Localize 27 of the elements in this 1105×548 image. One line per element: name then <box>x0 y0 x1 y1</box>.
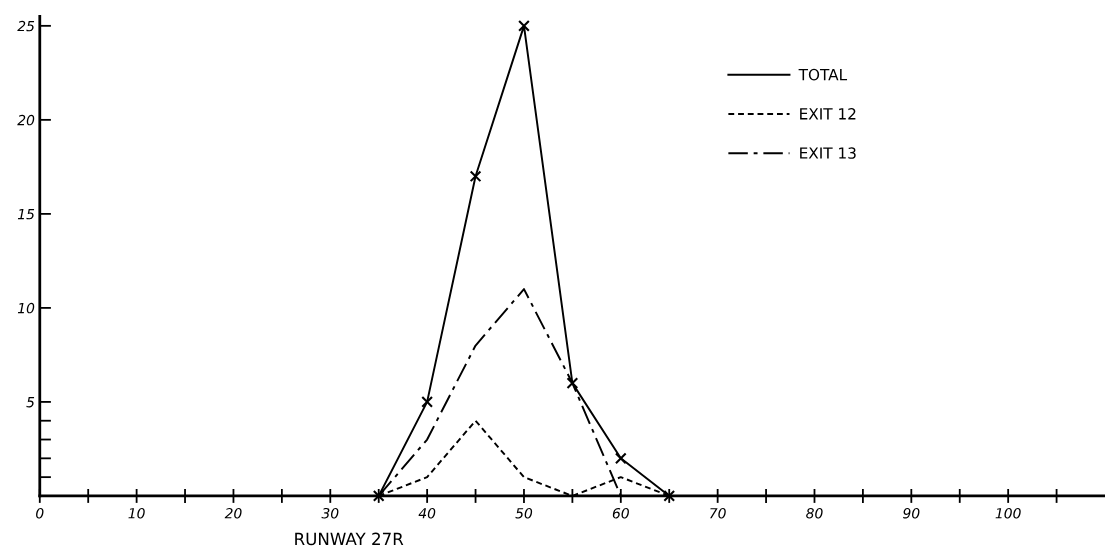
x-tick-label: 30 <box>321 507 339 519</box>
x-tick-label: 90 <box>903 507 920 519</box>
point <box>663 490 676 502</box>
x-axis-title: RUNWAY 27R <box>295 532 404 546</box>
x-tick-label: 20 <box>224 507 242 519</box>
point <box>469 170 482 183</box>
x-tick-label: 100 <box>995 507 1021 519</box>
y-tick-label: 20 <box>17 114 35 126</box>
x-tick-label: 0 <box>36 507 44 519</box>
x-tick-label: 70 <box>710 507 726 519</box>
point <box>372 490 385 502</box>
point <box>566 377 579 390</box>
point <box>421 396 434 408</box>
y-tick-label: 15 <box>17 209 35 220</box>
y-tick-label: 10 <box>17 302 35 314</box>
x-tick-label: 50 <box>515 507 533 519</box>
legend-label: EXIT 12 <box>800 108 856 120</box>
x-tick-label: 40 <box>418 507 436 519</box>
x-tick-label: 60 <box>612 507 629 519</box>
x-tick-label: 10 <box>128 507 145 519</box>
point <box>614 452 627 465</box>
x-tick-label: 80 <box>806 507 823 519</box>
legend-label: EXIT 13 <box>800 147 856 159</box>
y-tick-label: 25 <box>17 20 35 32</box>
legend-label: TOTAL <box>798 68 848 81</box>
y-tick-label: 5 <box>26 397 35 408</box>
point <box>518 19 530 32</box>
